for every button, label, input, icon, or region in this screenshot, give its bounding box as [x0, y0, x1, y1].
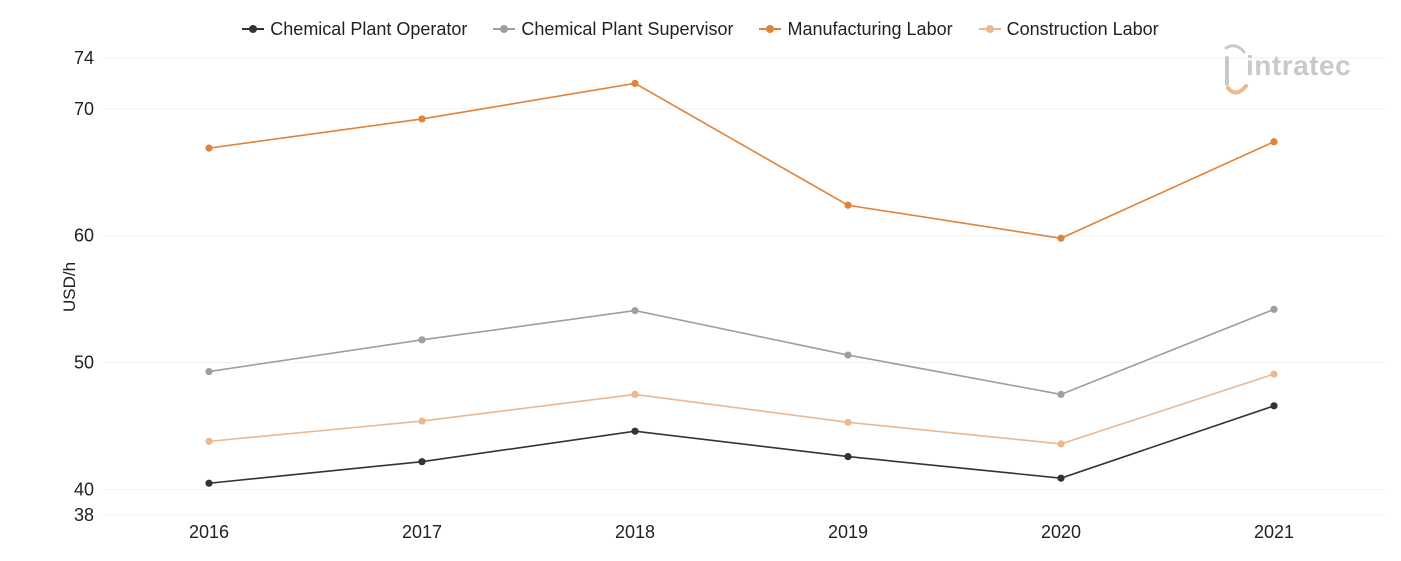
- legend-swatch: [493, 23, 516, 35]
- data-point: [1057, 474, 1065, 482]
- legend-item[interactable]: Chemical Plant Operator: [242, 19, 467, 40]
- y-tick-label: 60: [74, 226, 94, 246]
- x-tick-label: 2016: [189, 522, 229, 542]
- y-tick-label: 40: [74, 480, 94, 500]
- data-point: [205, 479, 213, 487]
- data-point: [418, 417, 426, 425]
- data-point: [631, 390, 639, 399]
- y-tick-label: 38: [74, 505, 94, 525]
- x-tick-label: 2018: [615, 522, 655, 542]
- series-line: [208, 82, 1275, 240]
- y-tick-label: 70: [74, 99, 94, 119]
- series-line: [208, 308, 1275, 396]
- legend-swatch: [759, 23, 782, 35]
- legend-item[interactable]: Chemical Plant Supervisor: [493, 19, 733, 40]
- data-point: [1270, 402, 1278, 410]
- legend-swatch: [978, 23, 1001, 35]
- intratec-logo-text: intratec: [1246, 50, 1352, 81]
- legend-label: Manufacturing Labor: [787, 18, 953, 39]
- x-tick-label: 2017: [402, 522, 442, 542]
- data-point: [418, 336, 426, 344]
- data-point: [205, 437, 213, 445]
- data-point: [844, 418, 852, 426]
- data-point: [1270, 138, 1278, 146]
- data-point: [631, 79, 639, 87]
- intratec-logo-mark-icon: [1224, 44, 1248, 95]
- data-point: [205, 367, 213, 376]
- chart-legend: Chemical Plant Operator Chemical Plant Su…: [0, 14, 1401, 44]
- intratec-logo: intratec: [1222, 44, 1372, 96]
- data-point: [1270, 305, 1278, 313]
- data-point: [1057, 440, 1065, 448]
- legend-label: Chemical Plant Supervisor: [521, 18, 734, 39]
- data-point: [205, 144, 213, 152]
- data-point: [1057, 390, 1065, 399]
- data-point: [631, 427, 639, 435]
- x-tick-label: 2019: [828, 522, 868, 542]
- data-point: [844, 351, 852, 359]
- legend-label: Construction Labor: [1006, 18, 1159, 39]
- legend-swatch: [242, 23, 265, 35]
- legend-label: Chemical Plant Operator: [270, 18, 468, 39]
- data-point: [844, 201, 852, 209]
- data-point: [418, 458, 426, 466]
- y-axis-label: USD/h: [60, 262, 79, 312]
- series-line: [208, 405, 1275, 485]
- series-line: [208, 373, 1275, 445]
- data-point: [1057, 234, 1065, 242]
- y-tick-label: 74: [74, 48, 94, 68]
- data-point: [844, 453, 852, 461]
- legend-item[interactable]: Construction Labor: [978, 18, 1159, 40]
- legend-item[interactable]: Manufacturing Labor: [759, 18, 953, 40]
- x-tick-label: 2021: [1254, 522, 1294, 542]
- data-point: [631, 307, 639, 315]
- data-point: [418, 115, 426, 123]
- x-tick-label: 2020: [1041, 522, 1081, 542]
- y-tick-label: 50: [74, 353, 94, 373]
- data-point: [1270, 370, 1278, 378]
